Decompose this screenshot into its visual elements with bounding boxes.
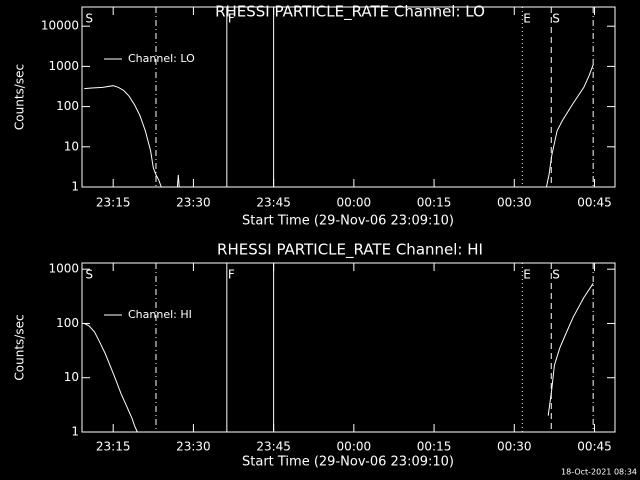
- legend-label: Channel: LO: [128, 52, 195, 65]
- x-tick-label: 23:30: [176, 440, 211, 454]
- x-tick-label: 00:30: [497, 196, 532, 210]
- x-tick-label: 00:15: [417, 440, 452, 454]
- x-tick-label: 23:45: [256, 440, 291, 454]
- plot-frame: [81, 262, 616, 433]
- chart-title: RHESSI PARTICLE_RATE Channel: HI: [217, 241, 483, 260]
- marker-label: S: [552, 12, 560, 26]
- y-tick-label: 100: [56, 316, 79, 330]
- footer: 18-Oct-2021 08:34: [561, 468, 637, 477]
- x-tick-label: 23:30: [176, 196, 211, 210]
- x-tick-label: 00:30: [497, 440, 532, 454]
- y-tick-label: 1000: [48, 59, 79, 73]
- plot-frame: [81, 6, 616, 188]
- marker-label: E: [523, 12, 531, 26]
- marker-label: E: [523, 268, 531, 282]
- chart-title: RHESSI PARTICLE_RATE Channel: LO: [215, 3, 485, 22]
- y-axis-label: Counts/sec: [13, 64, 27, 130]
- series-line: [84, 283, 594, 433]
- marker-label: F: [228, 12, 235, 26]
- marker-label: S: [552, 268, 560, 282]
- x-tick-label: 00:00: [337, 196, 372, 210]
- x-axis-label: Start Time (29-Nov-06 23:09:10): [242, 455, 454, 470]
- x-tick-label: 00:45: [577, 440, 612, 454]
- y-tick-label: 10: [64, 139, 79, 153]
- y-tick-label: 1000: [48, 262, 79, 276]
- legend-label: Channel: HI: [128, 308, 192, 321]
- x-tick-label: 23:15: [96, 440, 131, 454]
- y-tick-label: 100: [56, 99, 79, 113]
- y-tick-label: 10000: [41, 19, 79, 33]
- x-tick-label: 00:00: [337, 440, 372, 454]
- x-tick-label: 23:15: [96, 196, 131, 210]
- x-tick-label: 00:15: [417, 196, 452, 210]
- x-tick-label: 00:45: [577, 196, 612, 210]
- series-line: [84, 64, 594, 188]
- y-axis-label: Counts/sec: [13, 314, 27, 380]
- marker-label: S: [85, 12, 93, 26]
- marker-label: S: [85, 268, 93, 282]
- y-tick-label: 1: [71, 425, 79, 439]
- y-tick-label: 1: [71, 180, 79, 194]
- x-tick-label: 23:45: [256, 196, 291, 210]
- x-axis-label: Start Time (29-Nov-06 23:09:10): [242, 214, 454, 229]
- y-tick-label: 10: [64, 370, 79, 384]
- marker-label: F: [228, 268, 235, 282]
